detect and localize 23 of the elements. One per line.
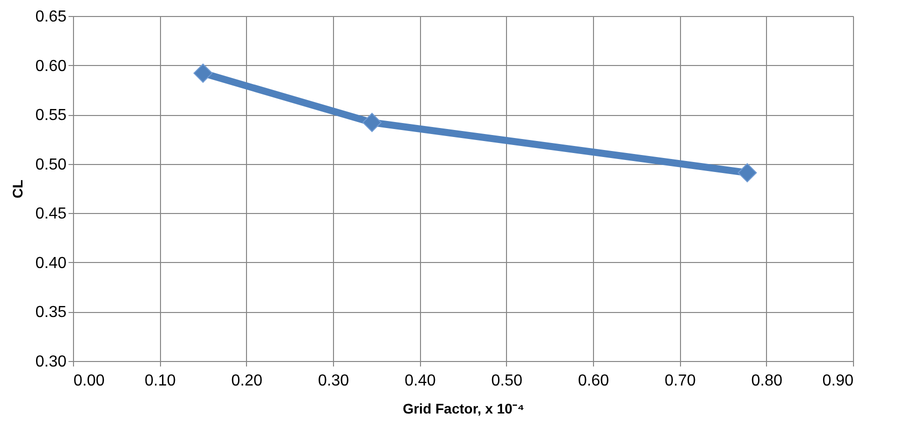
x-tick-label: 0.60	[578, 372, 610, 390]
y-tick-label: 0.40	[35, 254, 67, 272]
x-tick-label: 0.10	[144, 372, 176, 390]
x-tick-label: 0.70	[664, 372, 696, 390]
x-tick-label: 0.00	[74, 372, 105, 390]
x-tick-label: 0.40	[404, 372, 436, 390]
y-axis-title: CL	[9, 179, 26, 198]
y-tick-label: 0.55	[35, 107, 67, 124]
x-axis-title: Grid Factor, x 10⁻⁴	[402, 400, 524, 416]
x-tick-label: 0.30	[318, 372, 350, 390]
point	[193, 64, 213, 83]
y-tick-label: 0.60	[35, 58, 67, 75]
y-tick-label: 0.45	[35, 206, 67, 223]
x-tick-label: 0.90	[822, 372, 854, 390]
point	[362, 112, 382, 132]
x-tick-label: 0.50	[491, 372, 523, 390]
y-tick-label: 0.65	[35, 8, 67, 26]
y-tick-label: 0.50	[35, 156, 67, 174]
y-tick-label: 0.30	[35, 354, 67, 370]
point	[738, 163, 757, 182]
x-tick-label: 0.80	[751, 372, 783, 390]
y-tick-label: 0.35	[35, 304, 67, 322]
x-tick-label: 0.20	[231, 372, 263, 390]
